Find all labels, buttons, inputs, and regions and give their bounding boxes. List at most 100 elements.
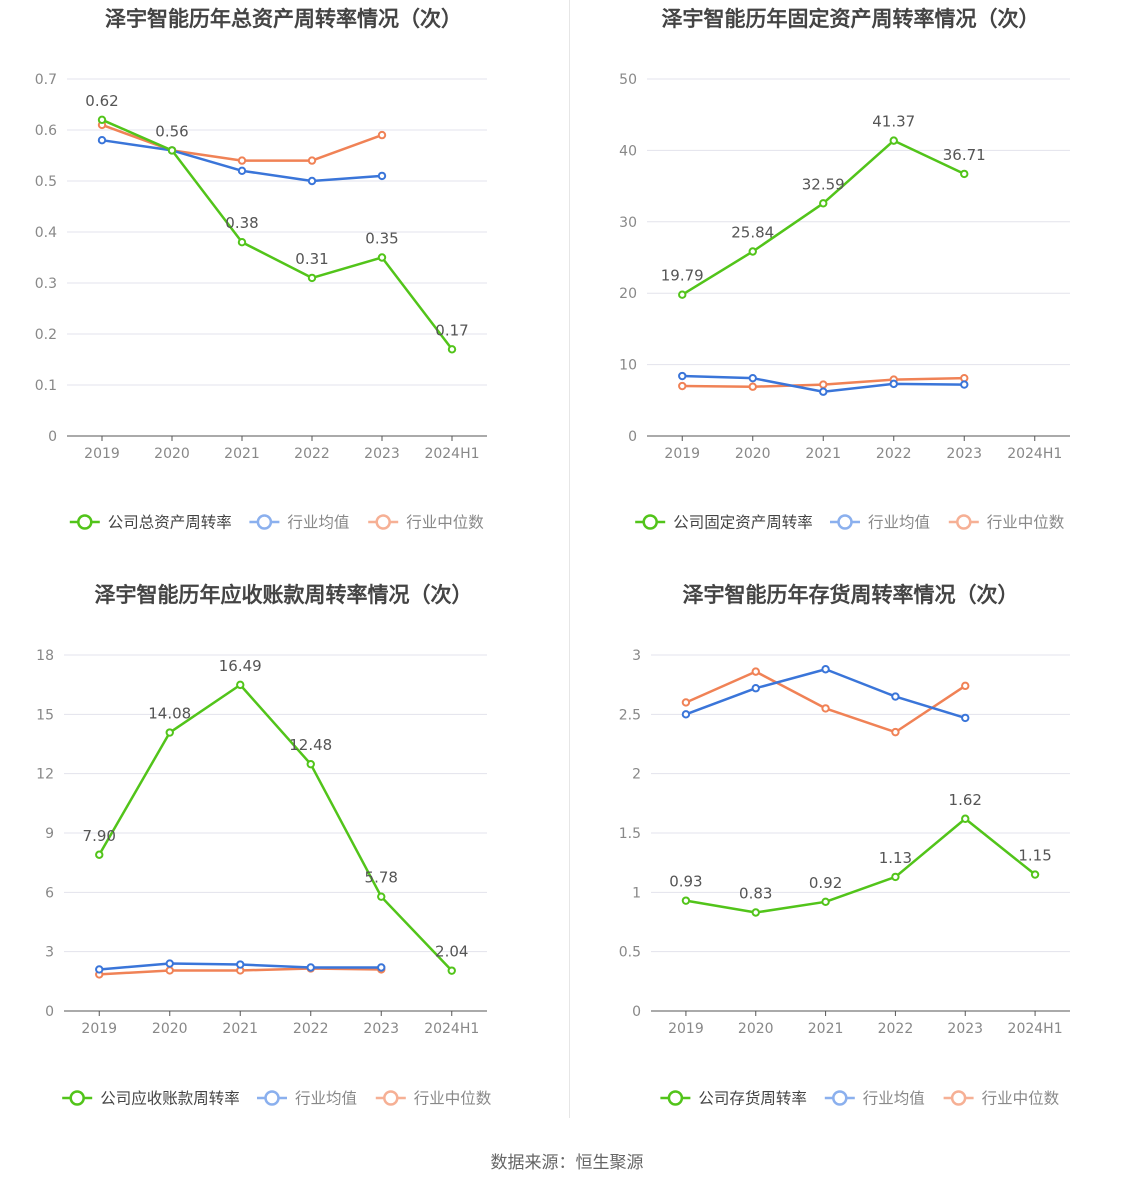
legend-item: 行业均值 [249,514,349,532]
data-point [751,667,760,676]
x-tick-label: 2021 [224,446,260,462]
x-tick-label: 2024H1 [1007,446,1062,462]
data-label: 7.90 [83,827,116,845]
legend-item: 公司应收账款周转率 [62,1089,240,1108]
legend-item: 行业均值 [257,1090,357,1108]
data-point [960,169,969,179]
data-point [681,896,691,905]
chart-svg: 泽宇智能历年应收账款周转率情况（次） 0 3 6 9 12 15 18 2019 2020 2021… [36,583,492,1108]
data-point [821,665,830,674]
y-tick-label: 0.3 [35,276,57,292]
chart-panel-total-asset-turnover: 泽宇智能历年总资产周转率情况（次） 0 0.1 0.2 0.3 0.4 0.5 0.6 0.7 2… [0,0,567,576]
y-tick-label: 30 [619,215,637,231]
legend-marker [956,514,972,530]
data-label: 1.15 [1018,847,1051,865]
data-label: 14.08 [148,705,191,723]
x-tick-label: 2020 [738,1021,774,1037]
legend-marker [383,1090,399,1106]
data-point [678,381,687,391]
legend-item: 行业均值 [824,1090,925,1108]
data-label: 41.37 [872,113,915,131]
data-label: 16.49 [219,657,262,675]
chart-svg: 泽宇智能历年总资产周转率情况（次） 0 0.1 0.2 0.3 0.4 0.5 0.6 0.7 2… [35,7,487,532]
x-tick-label: 2022 [293,1021,329,1037]
data-point [165,959,174,968]
data-point [307,273,317,283]
data-point [307,156,317,165]
data-point [891,692,900,701]
legend-marker [77,514,93,530]
chart-svg: 泽宇智能历年固定资产周转率情况（次） 0 10 20 30 40 50 2019 2020 202… [619,7,1070,532]
y-tick-label: 0 [45,1004,54,1020]
y-tick-label: 50 [619,72,637,88]
y-tick-label: 0.1 [35,378,57,394]
y-tick-label: 20 [619,286,637,302]
legend-marker [832,1090,848,1106]
data-label: 12.48 [289,736,332,754]
y-tick-label: 1.5 [619,826,641,842]
y-tick-label: 3 [45,945,54,961]
legend-label: 公司固定资产周转率 [673,514,813,532]
series-line-2 [685,670,966,734]
x-tick-label: 2023 [947,1021,983,1037]
legend-item: 行业中位数 [943,1090,1060,1108]
legend-marker [375,514,391,530]
x-tick-label: 2022 [878,1021,914,1037]
x-tick-label: 2023 [363,1021,399,1037]
data-point [748,247,757,256]
y-tick-label: 0.2 [35,327,57,343]
legend-marker [69,1090,85,1106]
chart-title: 泽宇智能历年总资产周转率情况（次） [105,7,462,31]
legend-label: 行业均值 [287,514,349,532]
chart-svg: 泽宇智能历年存货周转率情况（次） 0 0.5 1 1.5 2 2.5 3 2019 2020 202… [619,583,1070,1108]
data-point [236,960,245,969]
data-source-note: 数据来源：恒生聚源 [490,1153,644,1173]
legend-marker [264,1090,280,1106]
panel-divider [569,0,570,1118]
legend-item: 公司固定资产周转率 [635,514,813,532]
data-point [307,176,317,186]
data-point [678,290,687,299]
data-point [377,253,387,262]
data-point [165,966,174,975]
data-point [678,371,687,381]
data-label: 0.83 [739,885,772,903]
data-label: 0.17 [435,321,468,339]
data-point [889,379,898,389]
y-tick-label: 0 [48,429,57,445]
y-tick-label: 0 [632,1004,641,1020]
data-label: 0.62 [85,92,118,110]
y-tick-label: 40 [619,143,637,159]
legend-item: 行业中位数 [948,514,1065,532]
y-tick-label: 0.5 [35,174,57,190]
data-point [377,963,386,972]
x-tick-label: 2023 [364,446,400,462]
data-point [960,380,969,389]
series-line-0 [98,683,453,972]
data-point [237,156,247,165]
x-tick-label: 2019 [81,1021,117,1037]
data-label: 25.84 [731,224,774,242]
data-label: 0.35 [365,230,398,248]
data-point [961,681,970,691]
x-tick-label: 2022 [876,446,912,462]
data-point [447,966,456,975]
data-point [167,146,177,155]
data-point [748,373,757,383]
data-point [306,759,315,769]
data-label: 19.79 [661,267,704,285]
x-tick-label: 2020 [154,446,190,462]
legend-marker [256,514,273,530]
data-point [97,136,107,145]
data-label: 5.78 [365,869,398,887]
legend-label: 行业均值 [295,1090,357,1108]
data-point [748,382,757,391]
y-tick-label: 9 [45,826,54,842]
data-point [95,850,104,859]
y-tick-label: 3 [632,648,641,664]
data-label: 1.13 [879,849,912,867]
data-point [891,727,900,737]
x-tick-label: 2021 [222,1021,258,1037]
legend-label: 行业均值 [868,514,930,532]
data-label: 0.56 [155,122,188,140]
